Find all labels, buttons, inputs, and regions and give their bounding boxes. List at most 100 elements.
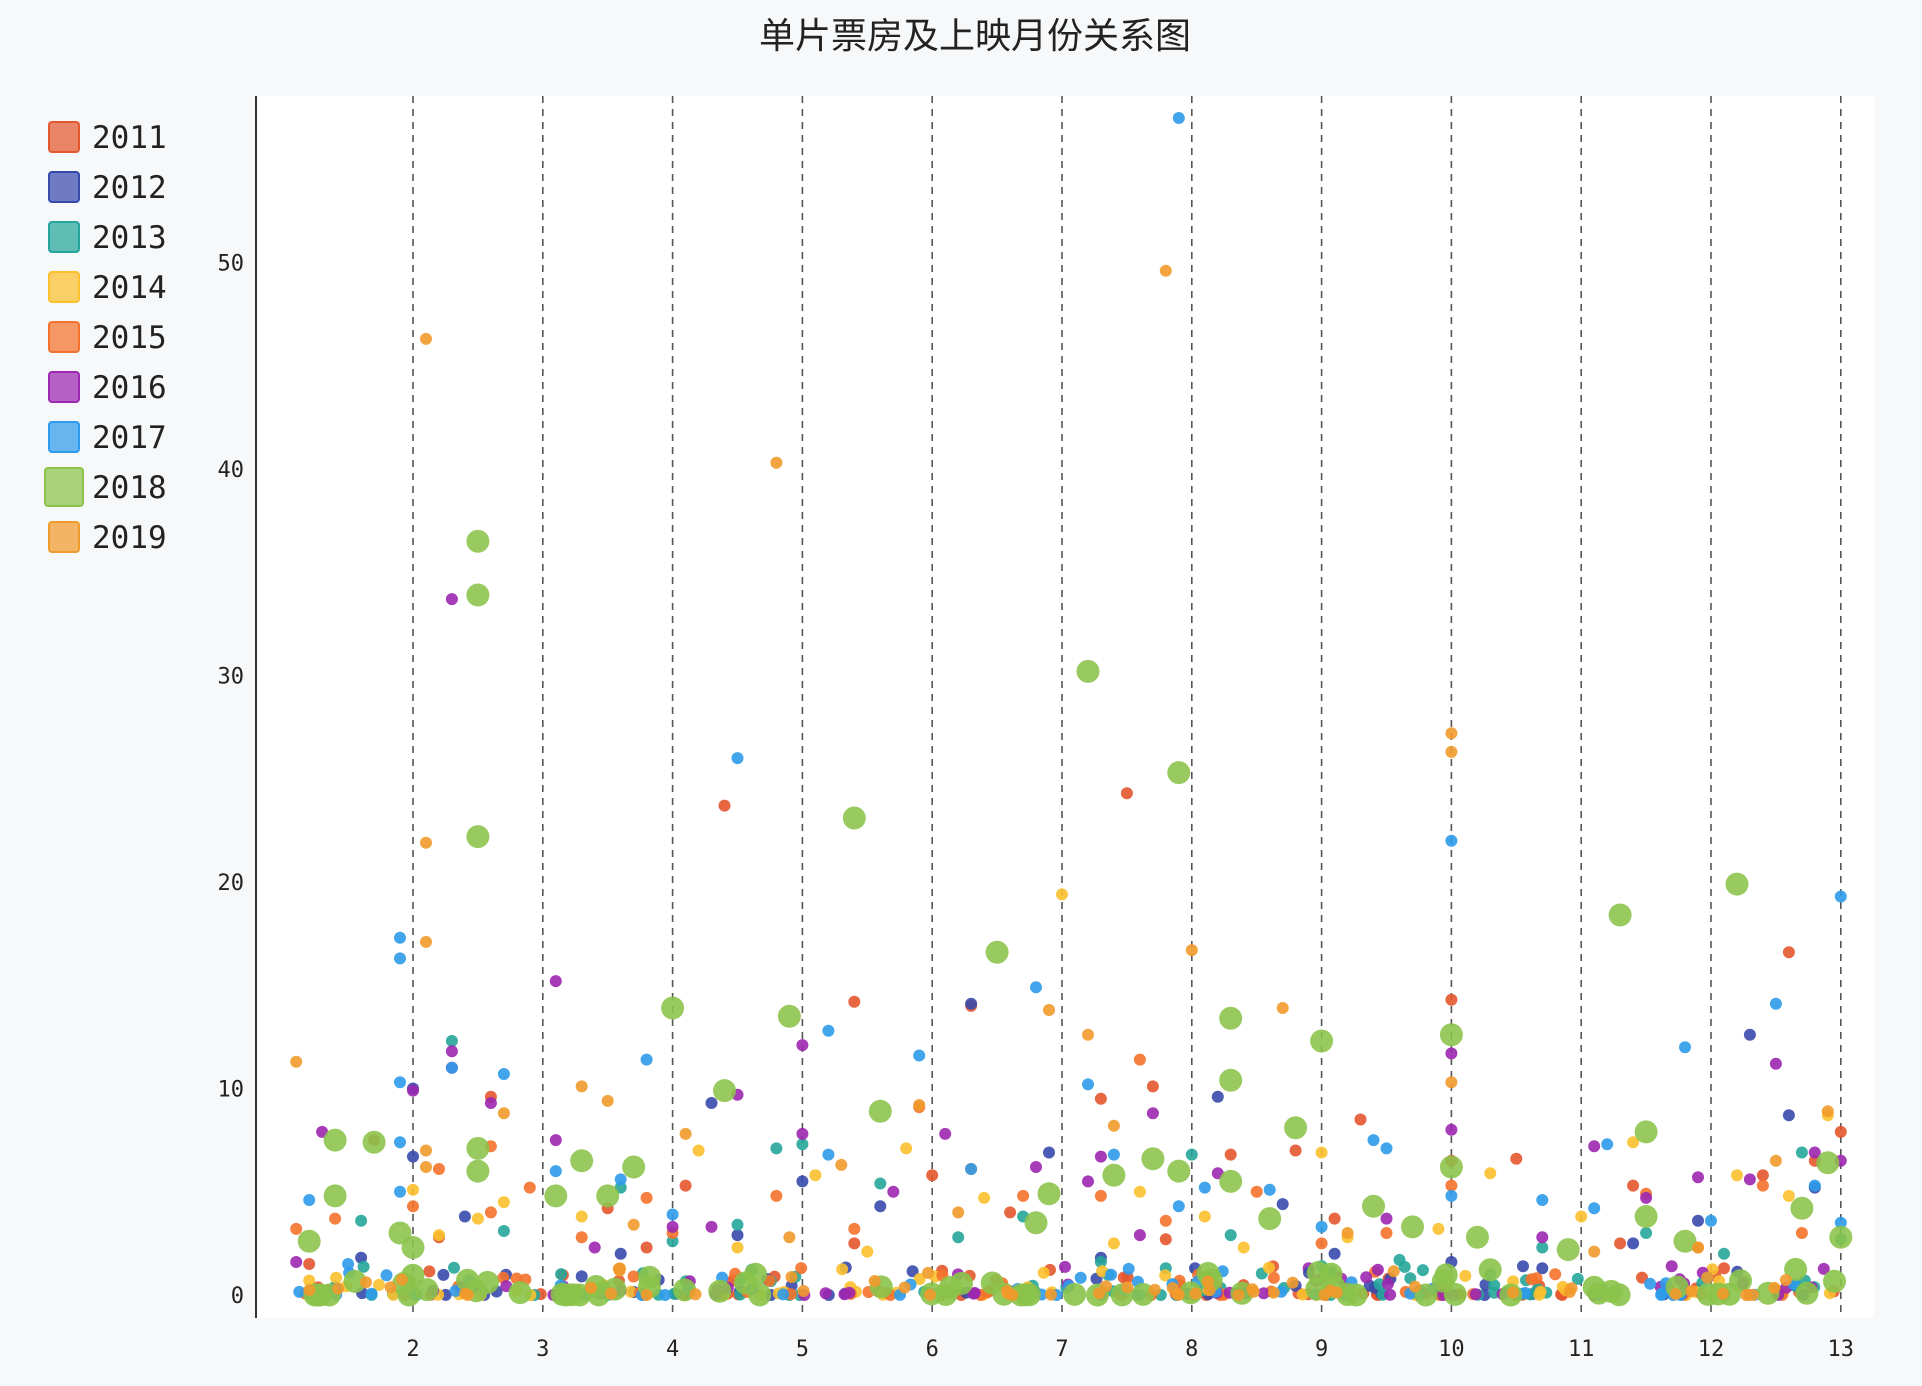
point-2016 — [407, 1084, 419, 1097]
point-2015 — [1315, 1237, 1328, 1250]
point-2018 — [1167, 761, 1191, 785]
point-2014-baseline — [1459, 1269, 1472, 1282]
legend-label-2015[interactable]: 2015 — [92, 320, 167, 356]
point-2018 — [1608, 903, 1632, 927]
point-2016 — [1082, 1175, 1094, 1188]
point-2014 — [1133, 1185, 1146, 1198]
point-2015 — [1250, 1185, 1263, 1198]
legend-label-2012[interactable]: 2012 — [92, 170, 167, 206]
point-2018 — [401, 1236, 425, 1259]
legend-swatch-2019[interactable] — [48, 521, 80, 553]
legend-swatch-2012[interactable] — [48, 171, 80, 203]
point-2019-baseline — [785, 1271, 798, 1283]
point-2016-baseline — [1257, 1287, 1270, 1300]
point-2011 — [1354, 1113, 1367, 1126]
point-2011-baseline — [1636, 1271, 1648, 1284]
point-2016 — [705, 1220, 718, 1233]
point-2016 — [1030, 1161, 1042, 1173]
point-2017 — [1445, 1189, 1458, 1202]
point-2015-baseline — [795, 1262, 808, 1275]
point-2017-baseline — [1074, 1271, 1087, 1284]
legend-swatch-2017[interactable] — [48, 421, 80, 453]
legend-label-2011[interactable]: 2011 — [92, 120, 167, 156]
point-2017-baseline — [1644, 1277, 1657, 1290]
legend-swatch-2018[interactable] — [44, 467, 84, 507]
point-2019-baseline — [1201, 1275, 1214, 1288]
point-2017 — [549, 1165, 562, 1178]
point-2013 — [952, 1231, 965, 1244]
point-2014 — [1484, 1167, 1497, 1180]
point-2018 — [842, 806, 866, 830]
point-2017-baseline — [1105, 1268, 1118, 1281]
point-2019-baseline — [1148, 1283, 1161, 1296]
legend-swatch-2015[interactable] — [48, 321, 80, 353]
point-2015 — [1445, 1179, 1458, 1192]
x-tick-label: 13 — [1828, 1337, 1855, 1362]
point-2017-baseline — [449, 1284, 462, 1297]
point-2018-baseline — [748, 1283, 772, 1307]
point-2019-baseline — [1669, 1288, 1682, 1300]
legend-swatch-2016[interactable] — [48, 371, 80, 403]
legend-swatch-2013[interactable] — [48, 221, 80, 253]
legend-label-2013[interactable]: 2013 — [92, 220, 167, 256]
point-2016 — [549, 1134, 562, 1147]
point-2011 — [1782, 946, 1795, 959]
point-2013 — [445, 1035, 458, 1047]
point-2018 — [713, 1079, 736, 1103]
point-2016-baseline — [1665, 1260, 1678, 1273]
legend-label-2019[interactable]: 2019 — [92, 520, 167, 556]
point-2019-baseline — [1768, 1281, 1781, 1294]
point-2018-baseline — [980, 1271, 1004, 1295]
point-2017 — [965, 1163, 978, 1175]
point-2019-baseline — [1565, 1282, 1578, 1295]
point-2017 — [342, 1258, 355, 1270]
point-2012 — [1276, 1198, 1289, 1211]
point-2017 — [1172, 112, 1185, 124]
point-2019-baseline — [585, 1281, 597, 1294]
point-2016 — [796, 1039, 809, 1052]
point-2018 — [466, 1136, 490, 1160]
point-2019-baseline — [1717, 1287, 1729, 1300]
point-2016 — [1769, 1057, 1782, 1070]
point-2018 — [1076, 659, 1100, 683]
point-2011 — [1756, 1169, 1769, 1182]
point-2016 — [445, 593, 458, 606]
point-2018 — [661, 996, 685, 1020]
legend-swatch-2011[interactable] — [48, 121, 80, 153]
point-2018 — [1102, 1163, 1126, 1187]
legend-label-2016[interactable]: 2016 — [92, 370, 167, 406]
point-2013-baseline — [1373, 1278, 1386, 1291]
point-2019-baseline — [1779, 1274, 1792, 1286]
point-2019-baseline — [1387, 1265, 1400, 1278]
point-2019-baseline — [1044, 1288, 1057, 1301]
point-2014 — [978, 1191, 991, 1204]
point-2017 — [1198, 1181, 1211, 1194]
legend-swatch-2014[interactable] — [48, 271, 80, 303]
point-2016 — [887, 1185, 900, 1198]
point-2015 — [575, 1231, 588, 1244]
x-tick-label: 6 — [926, 1337, 939, 1362]
point-2013 — [497, 1225, 510, 1237]
point-2015 — [1159, 1214, 1172, 1227]
point-2019 — [952, 1206, 965, 1219]
point-2018 — [1816, 1151, 1840, 1175]
point-2014 — [1315, 1146, 1328, 1159]
point-2019-baseline — [797, 1285, 810, 1297]
point-2014 — [692, 1144, 705, 1157]
legend-label-2018[interactable]: 2018 — [92, 470, 167, 506]
point-2013 — [666, 1235, 679, 1248]
point-2012-baseline — [437, 1268, 450, 1281]
point-2012 — [1536, 1262, 1549, 1275]
x-tick-label: 12 — [1698, 1337, 1725, 1362]
point-2016 — [1133, 1229, 1146, 1242]
legend-label-2014[interactable]: 2014 — [92, 270, 167, 306]
legend-label-2017[interactable]: 2017 — [92, 420, 167, 456]
point-2011-baseline — [423, 1265, 436, 1278]
point-2016-baseline — [819, 1287, 832, 1300]
point-2017-baseline — [380, 1269, 393, 1282]
point-2019 — [497, 1107, 510, 1120]
x-tick-label: 2 — [406, 1337, 419, 1362]
point-2019-baseline — [303, 1284, 316, 1296]
point-2019 — [1043, 1004, 1055, 1016]
point-2018 — [1725, 872, 1749, 896]
